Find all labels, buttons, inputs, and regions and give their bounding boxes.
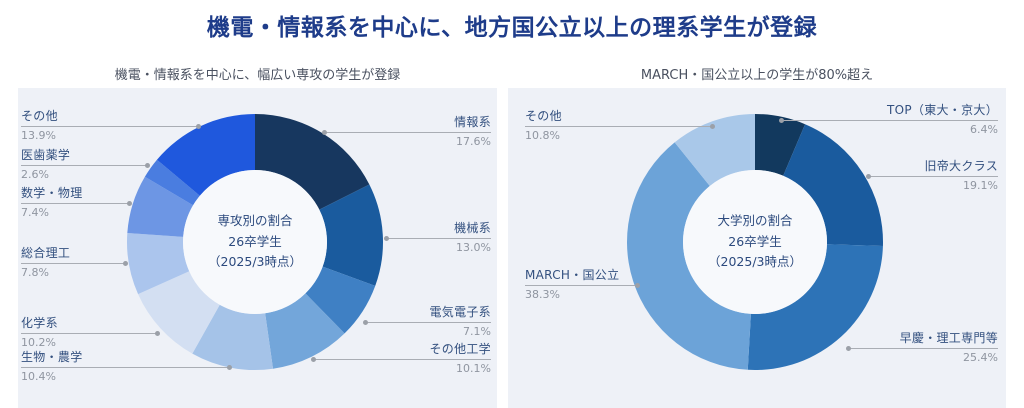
center-line-1: 大学別の割合 [717,213,793,229]
segment-label-text: 化学系 [21,316,58,330]
segment-value: 10.4% [21,370,56,383]
segment-label-text: MARCH・国公立 [525,268,620,282]
universities-segment-4 [674,114,755,186]
center-line-1: 専攻別の割合 [217,213,293,229]
segment-label-text: 生物・農学 [21,350,83,364]
universities-segment-0 [755,114,806,176]
segment-label-text: 数学・物理 [21,186,83,200]
universities-segment-3 [627,142,751,370]
segment-value: 7.4% [21,206,49,219]
segment-label-text: 情報系 [454,115,491,129]
segment-value: 10.2% [21,336,56,349]
left-chart-subtitle: 機電・情報系を中心に、幅広い専攻の学生が登録 [114,68,401,83]
center-line-2: 26卒学生 [228,233,282,249]
leader-line [21,331,160,336]
majors-donut-chart [127,114,383,371]
majors-segment-0 [255,114,370,210]
leader-line [21,124,201,129]
segment-value: 13.9% [21,129,56,142]
universities-segment-1 [783,124,884,247]
center-line-3: （2025/3時点） [708,254,802,270]
segment-value: 38.3% [525,288,560,301]
majors-segment-6 [127,232,190,295]
leader-line [322,130,491,135]
segment-value: 10.1% [456,362,491,375]
segment-label-text: TOP（東大・京大） [886,103,998,117]
majors-segment-1 [319,184,383,286]
majors-segment-3 [265,293,345,369]
leader-line [311,357,491,362]
universities-donut-chart [627,114,884,371]
segment-value: 13.0% [456,241,491,254]
segment-value: 7.1% [463,325,491,338]
segment-label-text: その他工学 [429,342,491,356]
universities-segment-2 [747,244,883,371]
leader-line [21,365,232,370]
segment-label-text: その他 [525,109,562,123]
center-line-2: 26卒学生 [728,233,782,249]
segment-label-text: 医歯薬学 [21,148,71,162]
segment-label-text: 機械系 [454,221,491,235]
majors-segment-5 [138,271,220,354]
segment-label-text: 旧帝大クラス [924,159,998,173]
segment-value: 17.6% [456,135,491,148]
majors-donut-center-label: 専攻別の割合 26卒学生 （2025/3時点） [208,211,302,273]
majors-chart-panel: 専攻別の割合 26卒学生 （2025/3時点） 情報系 17.6% 機械系 13.0%… [18,88,497,408]
segment-value: 6.4% [970,123,998,136]
leader-line [846,346,998,351]
center-line-3: （2025/3時点） [208,254,302,270]
segment-value: 25.4% [963,351,998,364]
leader-line [21,163,150,168]
segment-value: 10.8% [525,129,560,142]
segment-label-text: 電気電子系 [429,305,491,319]
leader-line [363,320,491,325]
leader-line [525,283,640,288]
segment-value: 19.1% [963,179,998,192]
leader-line [21,261,128,266]
majors-donut-hole [183,170,327,314]
majors-segment-8 [144,159,200,206]
leader-line [384,236,491,241]
leader-line [866,174,998,179]
segment-value: 2.6% [21,168,49,181]
segment-label-text: 早慶・理工専門等 [899,331,998,345]
leader-line [525,124,715,129]
leader-line [779,118,998,123]
universities-donut-center-label: 大学別の割合 26卒学生 （2025/3時点） [708,211,802,273]
right-chart-subtitle: MARCH・国公立以上の学生が80%超え [640,68,874,83]
leader-line [21,201,132,206]
segment-label-text: その他 [21,109,58,123]
universities-donut-hole [683,170,827,314]
majors-segment-4 [192,304,274,371]
segment-value: 7.8% [21,266,49,279]
page-title: 機電・情報系を中心に、地方国公立以上の理系学生が登録 [206,15,818,41]
universities-chart-panel: 大学別の割合 26卒学生 （2025/3時点） TOP（東大・京大） 6.4% 旧帝… [508,88,1006,408]
majors-segment-9 [156,114,255,196]
majors-segment-7 [127,176,194,237]
segment-label-text: 総合理工 [21,246,71,260]
majors-segment-2 [305,266,376,334]
